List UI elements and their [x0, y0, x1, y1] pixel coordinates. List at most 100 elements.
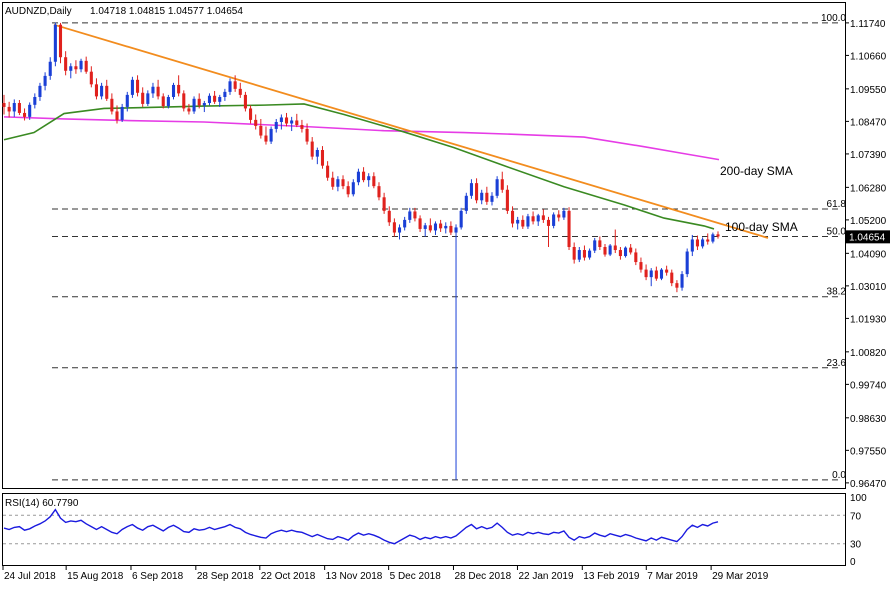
- candle-body: [53, 24, 57, 62]
- x-axis-label: 24 Jul 2018: [4, 571, 56, 582]
- candle-body: [490, 195, 494, 202]
- candle-body: [23, 112, 27, 117]
- y-axis-label: 1.08470: [850, 117, 887, 128]
- candle-body: [552, 214, 556, 226]
- sma-100-line: [3, 103, 715, 230]
- candle-body: [629, 247, 633, 253]
- candle-body: [274, 121, 278, 129]
- main-plot-frame: [2, 2, 846, 489]
- candle-body: [315, 150, 319, 157]
- candle-body: [541, 215, 545, 220]
- candle-body: [320, 150, 325, 166]
- candle-body: [690, 239, 694, 252]
- candle-body: [284, 117, 289, 124]
- rsi-label: RSI(14) 60.7790: [5, 498, 79, 509]
- candle-body: [346, 186, 350, 195]
- sma-100-path: [3, 103, 715, 230]
- candle-body: [701, 239, 705, 247]
- candle-body: [557, 214, 561, 218]
- candle-body: [526, 216, 530, 227]
- candle-body: [649, 270, 653, 278]
- candle-body: [290, 120, 294, 124]
- candle-body: [403, 219, 407, 228]
- candle-body: [2, 103, 6, 107]
- x-axis-label: 28 Dec 2018: [454, 571, 511, 582]
- fib-level-label: 61.8: [827, 199, 847, 210]
- candle-body: [136, 79, 140, 93]
- candle-body: [94, 84, 99, 97]
- candle-body: [536, 215, 540, 222]
- candle-body: [213, 95, 217, 102]
- candle-body: [623, 247, 628, 257]
- candle-body: [377, 186, 381, 198]
- y-axis-label: 0.96470: [850, 479, 887, 490]
- candle-body: [259, 125, 263, 136]
- candle-body: [639, 262, 643, 270]
- candle-body: [58, 24, 63, 58]
- sma-100-label: 100-day SMA: [725, 220, 798, 234]
- y-axis-label: 1.09550: [850, 85, 887, 96]
- candle-body: [582, 250, 586, 258]
- x-axis-label: 7 Mar 2019: [647, 571, 698, 582]
- candle-body: [12, 103, 16, 112]
- candle-body: [444, 225, 448, 229]
- candle-body: [428, 225, 432, 231]
- x-axis-label: 22 Jan 2019: [518, 571, 573, 582]
- candle-body: [182, 93, 186, 109]
- fib-level-label: 23.6: [827, 358, 847, 369]
- y-axis: 1.11740 1.10660 1.09550 1.08470 1.07390 1.062…: [845, 19, 887, 490]
- sma-200-label: 200-day SMA: [720, 164, 793, 178]
- candle-body: [613, 245, 617, 251]
- y-axis-label: 1.06280: [850, 183, 887, 194]
- candle-body: [372, 176, 376, 187]
- candle-body: [382, 197, 386, 211]
- candle-body: [171, 84, 176, 97]
- candle-body: [680, 274, 684, 288]
- candle-body: [531, 216, 535, 222]
- candle-body: [439, 223, 443, 229]
- candle-body: [577, 250, 581, 260]
- candle-body: [593, 240, 597, 251]
- candle-body: [38, 85, 42, 97]
- candle-body: [120, 106, 124, 120]
- candle-body: [341, 179, 345, 187]
- sma-200-path: [3, 116, 720, 161]
- candle-body: [634, 252, 638, 263]
- candle-body: [618, 250, 622, 257]
- candle-body: [459, 210, 463, 228]
- candle-body: [141, 92, 145, 104]
- candles: [2, 22, 720, 480]
- x-axis-label: 6 Sep 2018: [132, 571, 184, 582]
- candle-body: [7, 106, 11, 112]
- candle-body: [151, 86, 155, 94]
- candle-body: [300, 125, 304, 129]
- candle-body: [305, 128, 309, 142]
- candle-body: [33, 96, 37, 105]
- candle-body: [362, 171, 366, 181]
- candle-body: [706, 239, 710, 242]
- candle-body: [670, 272, 674, 284]
- candle-body: [408, 211, 412, 220]
- candle-body: [495, 179, 499, 196]
- candle-body: [166, 96, 170, 107]
- candle-body: [279, 117, 283, 122]
- x-axis-label: 13 Feb 2019: [583, 571, 640, 582]
- candle-body: [598, 240, 602, 248]
- candle-body: [413, 211, 417, 219]
- x-axis-label: 15 Aug 2018: [67, 571, 124, 582]
- candle-body: [192, 98, 196, 112]
- rsi-indicator: 100 70 30 0: [3, 493, 867, 568]
- candle-body: [716, 234, 720, 237]
- candle-body: [48, 61, 52, 76]
- candle-body: [608, 245, 612, 255]
- candle-body: [392, 222, 396, 233]
- current-price-label: 1.04654: [849, 232, 886, 243]
- candle-body: [654, 270, 658, 279]
- rsi-line: [3, 508, 719, 545]
- candle-body: [685, 251, 689, 275]
- rsi-axis-label: 100: [850, 493, 867, 504]
- candle-body: [17, 103, 21, 113]
- candle-body: [562, 210, 566, 218]
- candle-body: [500, 179, 504, 190]
